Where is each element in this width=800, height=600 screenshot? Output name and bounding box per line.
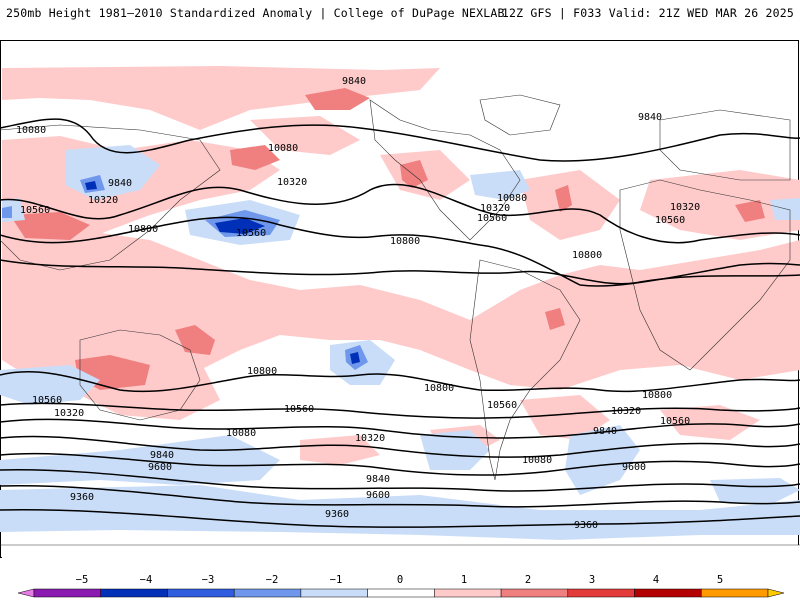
anomaly-map: 9840 9840 9840 10080 10080 10080 10080 1… bbox=[0, 66, 800, 558]
colorbar-segment bbox=[233, 588, 302, 598]
contour-label: 9840 bbox=[108, 178, 132, 189]
contour-label: 10320 bbox=[670, 202, 700, 213]
contour-label: 9840 bbox=[593, 426, 617, 437]
colorbar-segment bbox=[167, 588, 235, 598]
contour-label: 9600 bbox=[148, 462, 172, 473]
colorbar-segment bbox=[434, 588, 502, 598]
contour-label: 10320 bbox=[277, 177, 307, 188]
contour-label: 9840 bbox=[150, 450, 174, 461]
contour-label: 10320 bbox=[88, 195, 118, 206]
colorbar-tick: −5 bbox=[75, 574, 89, 586]
contour-label: 9600 bbox=[366, 490, 390, 501]
contour-label: 10080 bbox=[16, 125, 46, 136]
colorbar-segments bbox=[17, 588, 785, 598]
colorbar-tick: −3 bbox=[201, 574, 215, 586]
map-title: 250mb Height 1981–2010 Standardized Anom… bbox=[6, 6, 505, 20]
colorbar-tick: −4 bbox=[139, 574, 153, 586]
header: 250mb Height 1981–2010 Standardized Anom… bbox=[0, 0, 800, 40]
colorbar-tick: 0 bbox=[396, 574, 404, 586]
contour-label: 10800 bbox=[572, 250, 602, 261]
contour-label: 10320 bbox=[355, 433, 385, 444]
colorbar bbox=[17, 588, 785, 598]
contour-labels: 9840 9840 9840 10080 10080 10080 10080 1… bbox=[16, 76, 700, 531]
colorbar-segment bbox=[634, 588, 702, 598]
colorbar-segment bbox=[100, 588, 168, 598]
contour-label: 10080 bbox=[226, 428, 256, 439]
colorbar-right-arrow bbox=[767, 588, 785, 598]
colorbar-segment bbox=[300, 588, 368, 598]
contour-label: 10800 bbox=[424, 383, 454, 394]
contour-label: 9840 bbox=[638, 112, 662, 123]
contour-label: 9360 bbox=[325, 509, 349, 520]
colorbar-segment bbox=[701, 588, 769, 598]
coastlines bbox=[0, 94, 800, 546]
colorbar-segment bbox=[367, 588, 435, 598]
contour-label: 9840 bbox=[342, 76, 366, 87]
colorbar-tick: 2 bbox=[524, 574, 532, 586]
contour-label: 10560 bbox=[32, 395, 62, 406]
colorbar-segment bbox=[33, 588, 101, 598]
contour-label: 10560 bbox=[284, 404, 314, 415]
contour-label: 10800 bbox=[642, 390, 672, 401]
colorbar-tick: −2 bbox=[265, 574, 279, 586]
colorbar-tick: −1 bbox=[329, 574, 343, 586]
strong-positive-layer bbox=[10, 88, 765, 504]
contour-label: 10320 bbox=[480, 203, 510, 214]
colorbar-segment bbox=[567, 588, 635, 598]
contour-label: 10560 bbox=[20, 205, 50, 216]
contour-label: 9840 bbox=[366, 474, 390, 485]
contour-label: 10560 bbox=[477, 213, 507, 224]
colorbar-tick: 3 bbox=[588, 574, 596, 586]
colorbar-segment bbox=[500, 588, 569, 598]
height-contours bbox=[0, 118, 800, 528]
model-run-info: 12Z GFS | F033 Valid: 21Z WED MAR 26 202… bbox=[501, 6, 794, 20]
contour-label: 9360 bbox=[574, 520, 598, 531]
colorbar-left-arrow bbox=[17, 588, 35, 598]
contour-label: 10320 bbox=[54, 408, 84, 419]
colorbar-tick: 5 bbox=[716, 574, 724, 586]
contour-label: 10800 bbox=[128, 224, 158, 235]
contour-label: 10560 bbox=[236, 228, 266, 239]
deep-negative-layer bbox=[85, 181, 360, 364]
contour-label: 9600 bbox=[622, 462, 646, 473]
positive-anomaly-layer bbox=[2, 66, 800, 465]
contour-label: 10560 bbox=[487, 400, 517, 411]
contour-label: 10080 bbox=[522, 455, 552, 466]
colorbar-tick: 1 bbox=[460, 574, 468, 586]
contour-label: 10800 bbox=[390, 236, 420, 247]
colorbar-tick: 4 bbox=[652, 574, 660, 586]
contour-label: 10560 bbox=[655, 215, 685, 226]
contour-label: 10800 bbox=[247, 366, 277, 377]
contour-label: 10560 bbox=[660, 416, 690, 427]
contour-label: 10320 bbox=[611, 406, 641, 417]
contour-label: 9360 bbox=[70, 492, 94, 503]
contour-label: 10080 bbox=[497, 193, 527, 204]
contour-label: 10080 bbox=[268, 143, 298, 154]
